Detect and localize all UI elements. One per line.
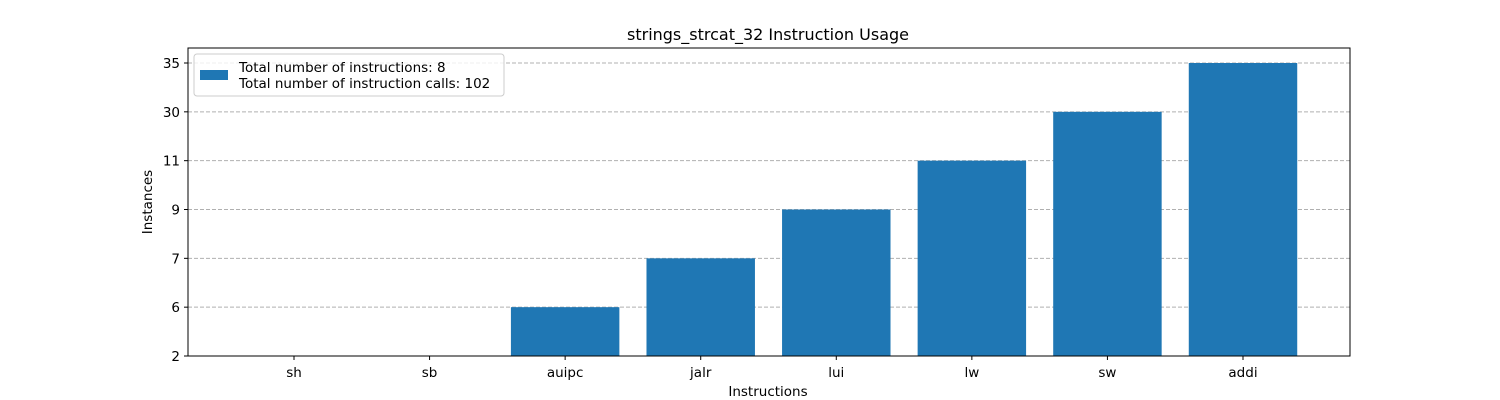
legend: Total number of instructions: 8 Total nu… bbox=[193, 53, 505, 97]
y-tick-label: 6 bbox=[171, 300, 180, 316]
chart-title: strings_strcat_32 Instruction Usage bbox=[627, 25, 909, 45]
bars bbox=[510, 63, 1298, 356]
x-tick-label: addi bbox=[1228, 365, 1257, 381]
x-axis-label: Instructions bbox=[728, 384, 807, 400]
legend-line-instructions: Total number of instructions: 8 bbox=[238, 60, 446, 76]
legend-box bbox=[193, 53, 505, 97]
y-tick-label: 35 bbox=[163, 56, 180, 72]
x-tick-label: sb bbox=[422, 365, 438, 381]
x-tick-label: lw bbox=[964, 365, 979, 381]
y-tick-label: 9 bbox=[171, 203, 180, 219]
x-tick-label: lui bbox=[828, 365, 844, 381]
x-tick-label: sh bbox=[286, 365, 302, 381]
legend-swatch bbox=[200, 70, 228, 80]
bar-auipc bbox=[510, 307, 620, 356]
bar-lui bbox=[782, 209, 891, 356]
y-axis-label: Instances bbox=[140, 170, 156, 234]
grid-lines bbox=[188, 62, 1350, 308]
x-axis: sh sb auipc jalr lui lw sw addi bbox=[286, 356, 1258, 381]
y-tick-label: 2 bbox=[171, 349, 180, 365]
bar-addi bbox=[1188, 63, 1298, 356]
y-tick-label: 7 bbox=[171, 251, 180, 267]
x-tick-label: auipc bbox=[547, 365, 584, 381]
bar-lw bbox=[917, 160, 1027, 356]
x-tick-label: sw bbox=[1098, 365, 1116, 381]
legend-line-calls: Total number of instruction calls: 102 bbox=[238, 76, 490, 92]
y-tick-label: 30 bbox=[163, 105, 180, 121]
bar-sw bbox=[1053, 111, 1162, 356]
y-tick-label: 11 bbox=[163, 154, 180, 170]
plot-frame bbox=[187, 47, 1351, 357]
x-tick-label: jalr bbox=[689, 365, 712, 381]
bar-jalr bbox=[646, 258, 755, 356]
y-axis: 2 6 7 9 11 30 35 bbox=[163, 56, 188, 365]
